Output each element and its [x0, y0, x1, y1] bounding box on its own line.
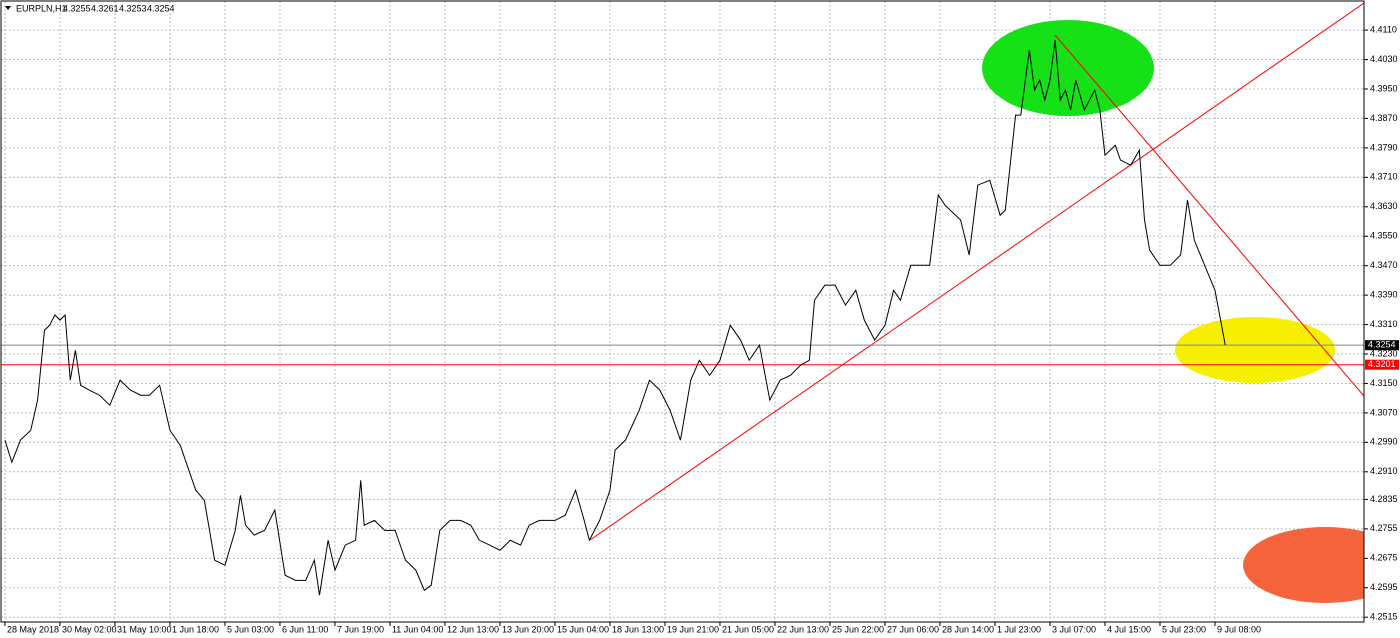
x-tick-label: 1 Jun 18:00	[172, 624, 219, 634]
x-tick-label: 5 Jun 03:00	[227, 624, 274, 634]
y-tick-label: 4.3550	[1370, 231, 1398, 241]
y-tick-label: 4.3150	[1370, 378, 1398, 388]
trend-line	[1054, 34, 1364, 397]
price-label-box	[1365, 340, 1399, 351]
x-tick-label: 19 Jun 21:00	[667, 624, 719, 634]
y-tick-label: 4.3950	[1370, 83, 1398, 93]
highlight-ellipse	[1175, 317, 1335, 383]
trend-line	[589, 2, 1364, 541]
x-tick-label: 18 Jun 13:00	[612, 624, 664, 634]
x-tick-label: 13 Jun 20:00	[502, 624, 554, 634]
ohlc-value: 4.3255	[63, 3, 91, 13]
axes: 4.4110 4.4030 4.3950 4.3870 4.3790 4.3710 4.36…	[4, 24, 1399, 634]
ohlc: 4.3255 4.3261 4.3253 4.3254	[63, 3, 175, 13]
y-tick-label: 4.3390	[1370, 289, 1398, 299]
x-tick-label: 21 Jun 05:00	[722, 624, 774, 634]
series	[1, 39, 1364, 596]
y-tick-label: 4.3470	[1370, 260, 1398, 270]
x-tick-label: 6 Jun 11:00	[282, 624, 328, 634]
y-tick-label: 4.3070	[1370, 407, 1398, 417]
x-tick-label: 11 Jun 04:00	[392, 624, 443, 634]
x-tick-label: 9 Jul 08:00	[1217, 624, 1261, 634]
price-line-series	[4, 39, 1226, 596]
grid	[1, 1, 1364, 622]
x-tick-label: 5 Jul 23:00	[1162, 624, 1206, 634]
x-tick-label: 15 Jun 04:00	[557, 624, 609, 634]
x-tick-label: 4 Jul 15:00	[1107, 624, 1151, 634]
objects	[589, 2, 1364, 603]
x-tick-label: 25 Jun 22:00	[832, 624, 884, 634]
y-tick-label: 4.2595	[1370, 582, 1398, 592]
price-label: 4.3201	[1368, 359, 1396, 369]
x-tick-label: 22 Jun 13:00	[777, 624, 829, 634]
y-tick-label: 4.3310	[1370, 319, 1398, 329]
x-tick-label: 31 May 10:00	[117, 624, 172, 634]
y-tick-label: 4.2990	[1370, 437, 1398, 447]
price-label: 4.3254	[1368, 340, 1396, 350]
ohlc-value: 4.3253	[119, 3, 147, 13]
y-tick-label: 4.3630	[1370, 201, 1398, 211]
ohlc-value: 4.3261	[91, 3, 119, 13]
x-tick-label: 28 May 2018	[7, 624, 59, 634]
x-tick-label: 30 May 02:00	[62, 624, 117, 634]
x-tick-label: 3 Jul 07:00	[1052, 624, 1096, 634]
y-tick-label: 4.3710	[1370, 172, 1398, 182]
x-tick-label: 27 Jun 06:00	[887, 624, 939, 634]
y-tick-label: 4.2515	[1370, 612, 1398, 622]
y-tick-label: 4.3230	[1370, 348, 1398, 358]
x-tick-label: 1 Jul 23:00	[997, 624, 1041, 634]
x-tick-label: 28 Jun 14:00	[942, 624, 994, 634]
ohlc-value: 4.3254	[147, 3, 175, 13]
y-tick-label: 4.3870	[1370, 113, 1398, 123]
y-tick-label: 4.4030	[1370, 54, 1398, 64]
y-tick-label: 4.2755	[1370, 523, 1398, 533]
x-tick-label: 7 Jun 19:00	[337, 624, 384, 634]
highlight-ellipse	[982, 20, 1154, 116]
x-tick-label: 12 Jun 13:00	[447, 624, 499, 634]
highlight-ellipse	[1243, 527, 1364, 603]
y-tick-label: 4.2835	[1370, 494, 1398, 504]
y-tick-label: 4.4110	[1370, 24, 1397, 34]
y-tick-label: 4.2675	[1370, 553, 1398, 563]
symbol: EURPLN,H1	[16, 3, 67, 13]
y-tick-label: 4.2910	[1370, 466, 1398, 476]
plot-frame	[0, 0, 1365, 623]
y-tick-label: 4.3790	[1370, 142, 1398, 152]
price-label-box	[1365, 359, 1399, 370]
menu-icon[interactable]	[5, 6, 11, 10]
